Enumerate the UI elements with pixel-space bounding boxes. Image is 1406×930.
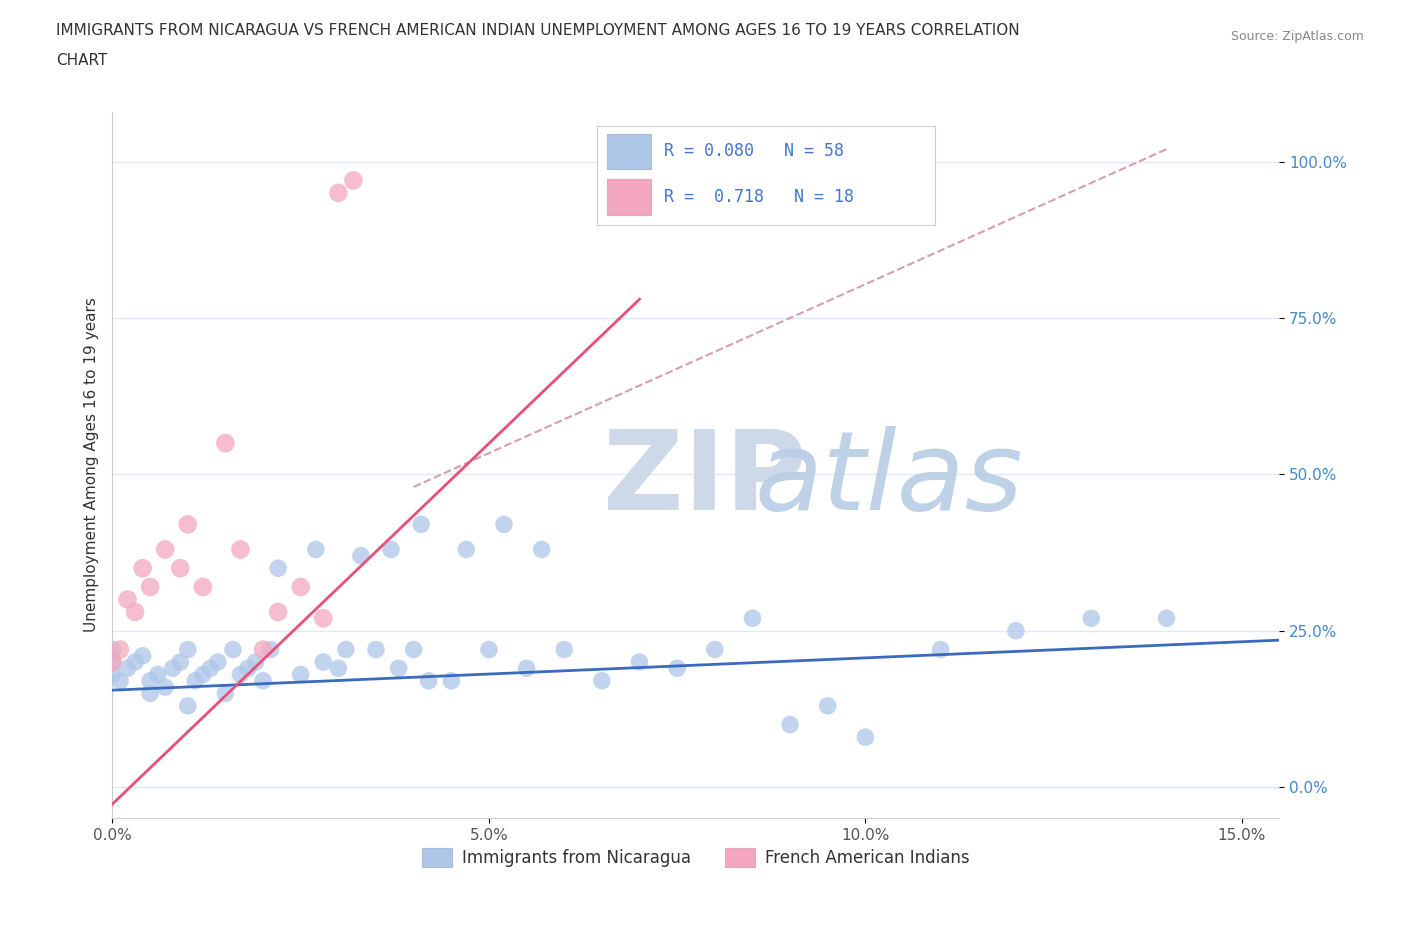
Point [267,604,290,619]
Point [553,642,575,657]
Point [101,667,124,682]
Point [229,542,252,557]
Point [929,642,952,657]
Point [191,667,214,682]
Point [402,642,425,657]
Point [440,673,463,688]
Point [108,673,131,688]
Point [259,642,281,657]
Point [516,661,538,676]
Point [101,655,124,670]
Point [139,673,162,688]
Point [290,579,312,594]
Point [124,655,146,670]
Point [364,642,387,657]
Point [380,542,402,557]
Point [108,642,131,657]
Point [169,561,191,576]
Point [335,642,357,657]
Point [236,661,259,676]
Text: CHART: CHART [56,53,108,68]
Point [530,542,553,557]
Point [350,549,373,564]
Point [153,680,176,695]
Text: ZIP: ZIP [603,426,806,533]
Point [267,561,290,576]
Point [342,173,364,188]
Point [312,611,335,626]
Point [305,542,328,557]
Point [222,642,245,657]
Point [591,673,613,688]
Point [214,685,236,700]
Point [387,661,409,676]
Point [703,642,725,657]
Point [191,579,214,594]
Point [779,717,801,732]
Point [101,642,124,657]
Point [1080,611,1102,626]
Point [214,435,236,450]
Point [117,592,139,607]
Point [456,542,478,557]
Point [492,517,515,532]
Point [207,655,229,670]
Point [853,730,876,745]
Point [177,517,200,532]
Point [1156,611,1178,626]
Point [817,698,839,713]
Point [478,642,501,657]
Point [117,661,139,676]
Text: atlas: atlas [755,426,1024,533]
Point [153,542,176,557]
Point [184,673,207,688]
Point [229,667,252,682]
Point [200,661,222,676]
Point [328,661,350,676]
Point [139,579,162,594]
Point [177,698,200,713]
Point [252,642,274,657]
Point [245,655,267,670]
Point [312,655,335,670]
Point [1005,623,1028,638]
Point [252,673,274,688]
Point [131,561,153,576]
Point [628,655,651,670]
Point [177,642,200,657]
Point [666,661,689,676]
Point [290,667,312,682]
Legend: Immigrants from Nicaragua, French American Indians: Immigrants from Nicaragua, French Americ… [416,841,976,873]
Point [101,655,124,670]
Point [162,661,184,676]
Y-axis label: Unemployment Among Ages 16 to 19 years: Unemployment Among Ages 16 to 19 years [83,298,98,632]
Point [418,673,440,688]
Text: IMMIGRANTS FROM NICARAGUA VS FRENCH AMERICAN INDIAN UNEMPLOYMENT AMONG AGES 16 T: IMMIGRANTS FROM NICARAGUA VS FRENCH AMER… [56,23,1019,38]
Point [741,611,763,626]
Text: Source: ZipAtlas.com: Source: ZipAtlas.com [1230,30,1364,43]
Point [328,185,350,200]
Point [124,604,146,619]
Point [411,517,433,532]
Point [146,667,169,682]
Point [139,685,162,700]
Point [131,648,153,663]
Point [169,655,191,670]
